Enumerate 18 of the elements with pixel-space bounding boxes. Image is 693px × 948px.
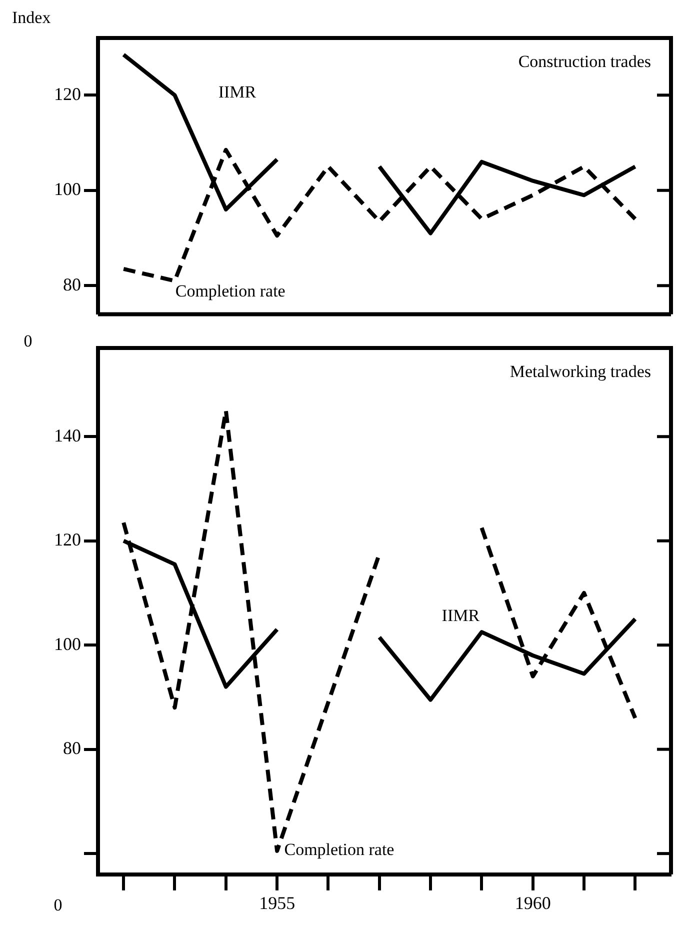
y-tick-label: 140 [54, 425, 81, 446]
y-tick-label: 80 [63, 738, 81, 758]
text: 0 [54, 895, 62, 914]
series-label: Completion rate [175, 282, 286, 301]
text: 0 [24, 331, 32, 350]
text: Metalworking trades [510, 362, 651, 381]
text: Construction trades [518, 52, 651, 71]
y-tick-label: 100 [54, 179, 81, 200]
series-label: IIMR [442, 606, 480, 625]
x-tick-label: 1960 [514, 892, 551, 913]
y-tick-label: 120 [54, 530, 81, 550]
series-label: Completion rate [284, 840, 394, 860]
y-tick-label: 120 [54, 84, 81, 104]
y-tick-label: 100 [54, 634, 81, 654]
x-tick-label: 1955 [259, 892, 296, 913]
y-axis-title: Index [12, 8, 51, 28]
y-tick-label: 80 [63, 274, 81, 294]
text: IIMR [218, 82, 257, 102]
